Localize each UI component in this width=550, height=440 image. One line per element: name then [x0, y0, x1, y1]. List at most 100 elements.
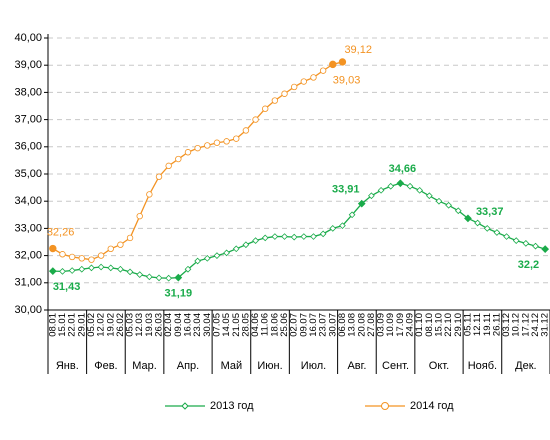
- point: [262, 105, 269, 112]
- point: [242, 127, 250, 134]
- y-tick-label: 35,00: [14, 168, 42, 180]
- x-tick-label: 29.10: [453, 313, 464, 337]
- x-tick-label: 29.01: [76, 313, 87, 337]
- point: [223, 249, 230, 257]
- point: [136, 212, 143, 220]
- x-tick-label: 12.03: [134, 313, 145, 337]
- point: [88, 256, 95, 263]
- legend-marker: [381, 402, 389, 410]
- point: [97, 263, 105, 271]
- point: [204, 142, 211, 149]
- x-tick-label: 04.06: [250, 313, 261, 337]
- legend-marker: [181, 402, 189, 410]
- point: [242, 241, 250, 249]
- data-label: 32,2: [518, 259, 539, 271]
- x-tick-label: 24.09: [405, 313, 416, 337]
- point: [78, 255, 85, 262]
- data-label: 39,12: [344, 44, 372, 56]
- legend-label: 2014 год: [410, 400, 454, 412]
- x-tick-label: 17.12: [520, 313, 531, 337]
- x-tick-label: 20.08: [356, 313, 367, 337]
- point: [78, 265, 86, 273]
- point: [474, 219, 481, 227]
- point: [184, 265, 192, 273]
- point: [261, 234, 269, 242]
- x-tick-label: 05.02: [86, 313, 97, 337]
- month-label: Нояб.: [468, 360, 497, 372]
- y-tick-label: 40,00: [14, 32, 42, 44]
- x-tick-label: 05.03: [125, 313, 136, 337]
- point: [541, 245, 550, 253]
- y-tick-label: 30,00: [14, 304, 42, 316]
- point: [48, 267, 57, 275]
- point: [59, 268, 66, 275]
- point: [290, 233, 298, 241]
- point: [396, 179, 405, 188]
- x-tick-label: 26.02: [115, 313, 126, 337]
- y-tick-label: 32,00: [14, 250, 42, 262]
- x-tick-label: 24.12: [530, 313, 541, 337]
- point: [232, 245, 240, 253]
- x-tick-label: 22.01: [67, 313, 78, 337]
- point: [464, 214, 472, 223]
- point: [145, 273, 153, 281]
- x-tick-label: 27.08: [366, 313, 377, 337]
- x-tick-label: 30.04: [202, 313, 213, 337]
- point: [290, 83, 298, 91]
- point: [425, 192, 433, 200]
- x-tick-label: 06.08: [337, 313, 348, 337]
- point: [319, 230, 327, 238]
- point: [377, 186, 385, 194]
- month-label: Дек.: [515, 360, 536, 372]
- point: [165, 162, 172, 170]
- point: [503, 233, 510, 240]
- month-label: Авг.: [347, 360, 366, 372]
- x-tick-label: 30.07: [327, 313, 338, 337]
- data-label: 32,26: [47, 226, 75, 238]
- point: [338, 58, 347, 66]
- point: [271, 97, 279, 104]
- point: [107, 245, 114, 252]
- data-label: 31,19: [165, 288, 193, 300]
- point: [213, 139, 221, 146]
- point: [49, 244, 57, 253]
- x-tick-label: 08.10: [424, 313, 435, 337]
- point: [175, 155, 182, 163]
- point: [213, 252, 221, 259]
- x-tick-label: 19.03: [144, 313, 155, 337]
- x-tick-label: 03.09: [376, 313, 387, 337]
- point: [136, 271, 144, 279]
- x-tick-label: 09.04: [173, 313, 184, 337]
- point: [406, 182, 414, 190]
- data-label: 34,66: [389, 163, 417, 175]
- point: [59, 251, 66, 258]
- point: [339, 222, 346, 230]
- point: [194, 144, 201, 152]
- point: [252, 237, 259, 245]
- point: [117, 265, 124, 273]
- point: [155, 274, 163, 282]
- point: [233, 135, 240, 142]
- x-tick-label: 02.04: [163, 313, 174, 337]
- y-tick-label: 31,00: [14, 277, 42, 289]
- x-tick-label: 13.08: [347, 313, 358, 337]
- x-tick-label: 15.01: [57, 313, 68, 337]
- x-tick-label: 17.09: [395, 313, 406, 337]
- x-tick-label: 03.12: [501, 313, 512, 337]
- point: [319, 67, 327, 74]
- data-label: 33,91: [332, 184, 360, 196]
- y-tick-label: 33,00: [14, 222, 42, 234]
- x-tick-label: 16.04: [182, 313, 193, 337]
- x-tick-label: 23.07: [318, 313, 329, 337]
- y-tick-label: 39,00: [14, 59, 42, 71]
- point: [68, 267, 76, 274]
- point: [416, 186, 424, 194]
- month-label: Июл.: [301, 360, 326, 372]
- point: [329, 225, 337, 232]
- point: [522, 239, 530, 247]
- x-tick-label: 26.03: [154, 313, 165, 337]
- x-tick-label: 14.05: [221, 313, 232, 337]
- point: [368, 192, 375, 200]
- month-label: Май: [221, 360, 243, 372]
